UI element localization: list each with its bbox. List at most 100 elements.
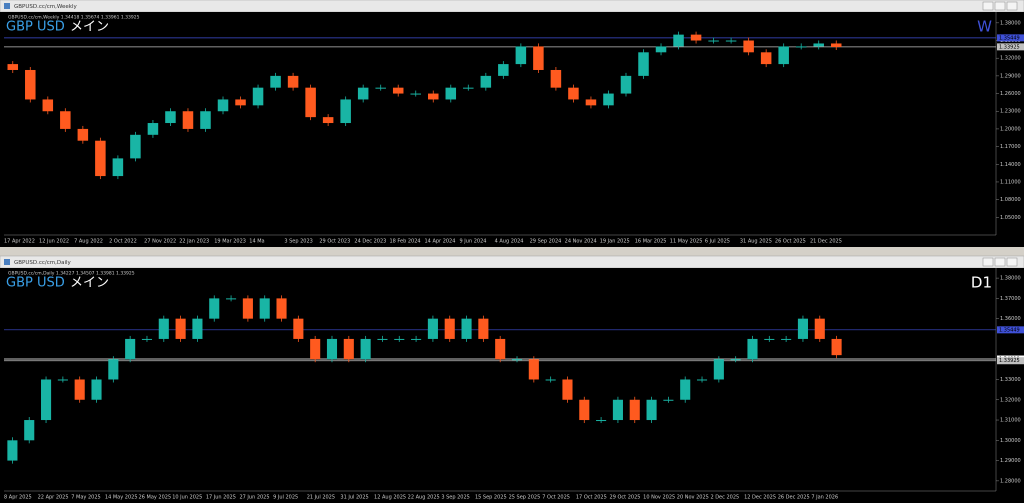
candle-body — [394, 338, 405, 340]
candle-body — [74, 379, 85, 400]
candle-body — [690, 34, 702, 41]
x-tick-label: 2 Dec 2025 — [710, 495, 739, 501]
candle-body — [270, 75, 281, 88]
candle-body — [673, 34, 684, 47]
candle-body — [60, 111, 71, 129]
price-box — [997, 43, 1024, 51]
candle-body — [235, 99, 246, 106]
candle-body — [343, 338, 354, 360]
candle-body — [410, 93, 421, 95]
x-tick-label: 26 Oct 2025 — [775, 239, 806, 245]
x-tick-label: 7 Jan 2026 — [811, 495, 838, 501]
candle-body — [562, 379, 573, 400]
candle-body — [830, 43, 842, 48]
symbol: GBP USD — [6, 20, 65, 35]
candle-body — [629, 399, 640, 421]
candle-body — [293, 318, 304, 339]
candle-body — [41, 379, 52, 421]
candle-body — [108, 359, 119, 380]
candle-body — [747, 338, 758, 360]
y-tick-label: 1.31000 — [1000, 418, 1021, 424]
x-tick-label: 31 Jul 2025 — [340, 495, 368, 501]
candle-body — [322, 117, 334, 124]
y-tick-label: 1.11000 — [1000, 179, 1021, 185]
candle-body — [360, 338, 371, 360]
candle-body — [57, 379, 68, 381]
y-tick-label: 1.23000 — [1000, 109, 1021, 115]
candle-body — [141, 338, 153, 340]
x-tick-label: 11 May 2025 — [670, 239, 703, 245]
chart-area — [0, 268, 1024, 503]
x-tick-label: 6 Jul 2025 — [705, 239, 730, 245]
close-button[interactable] — [1006, 1, 1018, 11]
chart-area — [0, 12, 1024, 247]
x-tick-label: 18 Feb 2024 — [389, 239, 420, 245]
candle-body — [463, 87, 474, 89]
x-tick-label: 21 Jul 2025 — [307, 495, 335, 501]
y-tick-label: 1.30000 — [1000, 438, 1021, 444]
candle-body — [276, 298, 287, 319]
price-box — [997, 34, 1024, 42]
window-button[interactable] — [982, 1, 994, 11]
candle-body — [25, 69, 36, 100]
x-tick-label: 14 Ma — [249, 239, 264, 245]
x-tick-label: 31 Aug 2025 — [740, 239, 772, 245]
x-tick-label: 29 Sep 2024 — [530, 239, 562, 245]
candle-body — [428, 93, 439, 100]
candle-body — [444, 318, 455, 339]
candle-body — [377, 338, 388, 340]
x-tick-label: 9 Jul 2025 — [273, 495, 298, 501]
close-button[interactable] — [1006, 257, 1018, 267]
candle-body — [242, 298, 253, 319]
symbol-label: メイン — [70, 20, 109, 35]
candle-body — [831, 338, 842, 356]
candle-body — [375, 87, 386, 89]
x-tick-label: 12 Jun 2022 — [39, 239, 69, 245]
candle-body — [478, 318, 489, 339]
candle-body — [495, 338, 506, 360]
y-tick-label: 1.05000 — [1000, 215, 1021, 221]
x-tick-label: 22 Jan 2023 — [179, 239, 209, 245]
candle-body — [550, 69, 562, 88]
x-tick-label: 16 Mar 2025 — [635, 239, 667, 245]
symbol: GBP USD — [6, 276, 65, 291]
candle-body — [24, 420, 35, 441]
x-tick-label: 19 Mar 2023 — [214, 239, 246, 245]
x-tick-label: 10 Nov 2025 — [643, 495, 675, 501]
y-tick-label: 1.20000 — [1000, 126, 1021, 132]
candle-body — [730, 359, 741, 361]
timeframe: D1 — [971, 274, 992, 292]
candle-body — [461, 318, 472, 339]
x-tick-label: 12 Aug 2025 — [374, 495, 406, 501]
candle-body — [760, 52, 772, 65]
candle-body — [392, 87, 404, 94]
x-tick-label: 17 Oct 2025 — [576, 495, 607, 501]
window-button[interactable] — [982, 257, 994, 267]
candle-body — [708, 40, 719, 42]
candle-body — [125, 338, 136, 360]
candle-body — [95, 140, 106, 177]
x-tick-label: 7 May 2025 — [71, 495, 100, 501]
x-tick-label: 3 Sep 2023 — [284, 239, 313, 245]
x-tick-label: 7 Oct 2025 — [542, 495, 570, 501]
candle-body — [326, 338, 338, 360]
x-tick-label: 29 Oct 2025 — [610, 495, 641, 501]
candle-body — [778, 46, 789, 65]
candle-body — [7, 64, 19, 70]
price-box-label: 1.35449 — [999, 35, 1020, 41]
candle-body — [217, 99, 229, 112]
price-box-label: 1.33925 — [999, 358, 1020, 364]
y-tick-label: 1.29000 — [1000, 73, 1021, 79]
chart-info: GBPUSD.cc/cm,Weekly 1.34418 1.35674 1.33… — [8, 15, 140, 21]
candle-body — [795, 46, 807, 48]
candle-body — [158, 318, 169, 339]
window-button[interactable] — [994, 1, 1006, 11]
x-tick-label: 22 Aug 2025 — [408, 495, 440, 501]
chart-info: GBPUSD.cc/cm,Daily 1.34227 1.34507 1.339… — [8, 271, 135, 277]
candle-body — [7, 440, 18, 461]
y-tick-label: 1.08000 — [1000, 197, 1021, 203]
window-button[interactable] — [994, 257, 1006, 267]
candle-body — [585, 99, 597, 106]
x-tick-label: 3 Sep 2025 — [441, 495, 470, 501]
